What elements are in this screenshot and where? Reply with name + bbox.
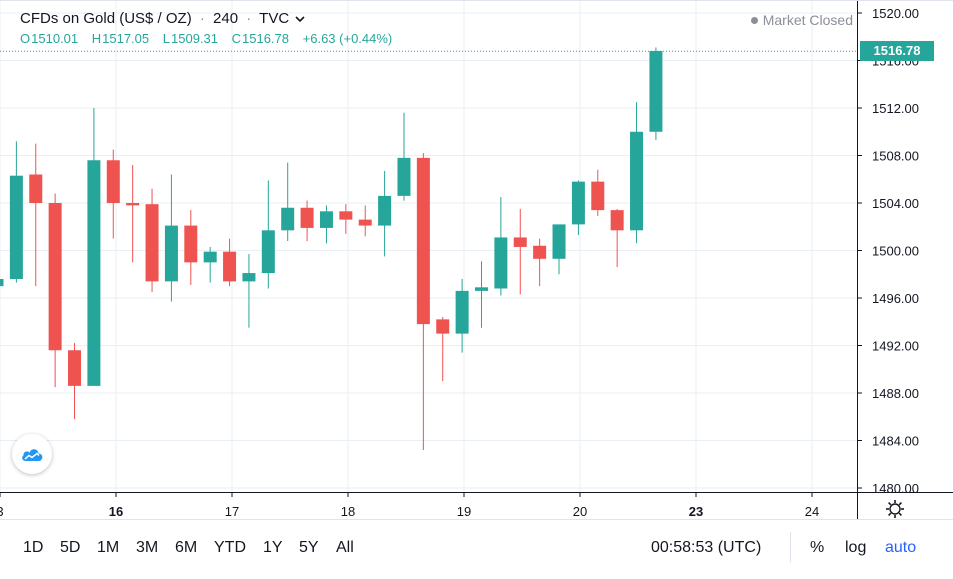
time-tick-label: 20	[573, 504, 587, 519]
candle-body	[68, 350, 82, 386]
candle-body	[9, 175, 23, 279]
candle-body	[649, 51, 663, 132]
candle-body	[106, 160, 120, 203]
candle-body	[164, 225, 178, 282]
candle-body	[397, 157, 411, 196]
change-value: +6.63 (+0.44%)	[302, 31, 393, 46]
candle-body	[339, 211, 353, 220]
candle-body	[455, 290, 469, 334]
candle-body	[242, 273, 256, 282]
chevron-down-icon[interactable]	[295, 15, 305, 23]
candle-body	[552, 224, 566, 259]
candle-body	[319, 211, 333, 228]
price-tick-label: 1492.00	[872, 339, 919, 354]
tradingview-cloud-icon[interactable]	[12, 434, 52, 474]
time-tick-label: 16	[109, 504, 123, 519]
candle-body	[281, 207, 295, 231]
range-1d-button[interactable]: 1D	[23, 539, 44, 556]
price-tick-label: 1520.00	[872, 6, 919, 21]
time-tick-label: 17	[225, 504, 239, 519]
candle-body	[0, 279, 4, 287]
high-label: H	[91, 31, 102, 46]
legend-separator: ·	[199, 10, 205, 27]
log-scale-button[interactable]: log	[845, 539, 867, 556]
price-tick-label: 1480.00	[872, 481, 919, 496]
range-1m-button[interactable]: 1M	[97, 539, 120, 556]
low-label: L	[162, 31, 170, 46]
candle-body	[571, 181, 585, 225]
percent-scale-button[interactable]: %	[810, 539, 825, 556]
utc-clock[interactable]: 00:58:53 (UTC)	[651, 539, 762, 556]
candle-body	[513, 237, 527, 247]
price-tick-label: 1512.00	[872, 101, 919, 116]
candle-body	[261, 230, 275, 274]
logo-cloud-graphic	[22, 449, 43, 461]
time-tick-label: 18	[341, 504, 355, 519]
candle-body	[223, 251, 237, 282]
gear-icon[interactable]	[884, 498, 906, 520]
auto-scale-button[interactable]: auto	[885, 539, 917, 556]
candle-body	[610, 210, 624, 231]
candle-body	[533, 245, 547, 259]
time-tick-label: 24	[805, 504, 819, 519]
range-5y-button[interactable]: 5Y	[299, 539, 319, 556]
price-tick-label: 1496.00	[872, 291, 919, 306]
candle-body	[184, 225, 198, 263]
open-label: O	[20, 31, 31, 46]
candle-body	[87, 160, 101, 386]
low-value: 1509.31	[171, 31, 218, 46]
legend-separator: ·	[246, 10, 252, 27]
status-dot-icon	[750, 16, 758, 24]
candle-body	[48, 203, 62, 351]
candle-body	[300, 207, 314, 228]
exchange-label: TVC	[259, 10, 290, 27]
candle-body	[630, 131, 644, 231]
candle-body	[29, 174, 43, 203]
price-tick-label: 1508.00	[872, 149, 919, 164]
toolbar-divider	[790, 532, 791, 562]
price-tick-label: 1500.00	[872, 244, 919, 259]
last-price-badge: 1516.78	[860, 41, 934, 61]
candle-body	[358, 219, 372, 226]
candle-body	[203, 251, 217, 263]
candle-body	[378, 195, 392, 226]
bottom-toolbar: 1D 5D 1M 3M 6M YTD 1Y 5Y All 00:58:53 (U…	[0, 520, 953, 579]
range-ytd-button[interactable]: YTD	[214, 539, 246, 556]
symbol-legend[interactable]: CFDs on Gold (US$ / OZ) · 240 · TVC	[20, 10, 305, 27]
range-5d-button[interactable]: 5D	[60, 539, 81, 556]
range-3m-button[interactable]: 3M	[136, 539, 159, 556]
price-tick-label: 1484.00	[872, 434, 919, 449]
ohlc-values: O1510.01 H1517.05 L1509.31 C1516.78 +6.6…	[20, 31, 392, 46]
range-1y-button[interactable]: 1Y	[263, 539, 283, 556]
candlestick-chart[interactable]: 1520.001516.001512.001508.001504.001500.…	[0, 0, 953, 520]
time-tick-label: 19	[457, 504, 471, 519]
price-tick-label: 1488.00	[872, 386, 919, 401]
interval-label: 240	[213, 10, 239, 27]
candle-body	[591, 181, 605, 211]
high-value: 1517.05	[102, 31, 150, 46]
close-label: C	[231, 31, 242, 46]
market-status-label: Market Closed	[762, 12, 853, 28]
candle-body	[416, 157, 430, 325]
symbol-name: CFDs on Gold (US$ / OZ)	[20, 10, 192, 27]
market-status: Market Closed	[750, 12, 853, 28]
candle-body	[475, 287, 488, 291]
candle-body	[494, 237, 508, 289]
price-tick-label: 1504.00	[872, 196, 919, 211]
candle-body	[145, 204, 159, 282]
range-all-button[interactable]: All	[336, 539, 354, 556]
open-value: 1510.01	[31, 31, 79, 46]
time-tick-label: 23	[689, 504, 703, 519]
range-6m-button[interactable]: 6M	[175, 539, 198, 556]
close-value: 1516.78	[242, 31, 290, 46]
candle-body	[436, 319, 450, 334]
candle-body	[126, 203, 140, 206]
time-tick-label: 3	[0, 504, 4, 519]
